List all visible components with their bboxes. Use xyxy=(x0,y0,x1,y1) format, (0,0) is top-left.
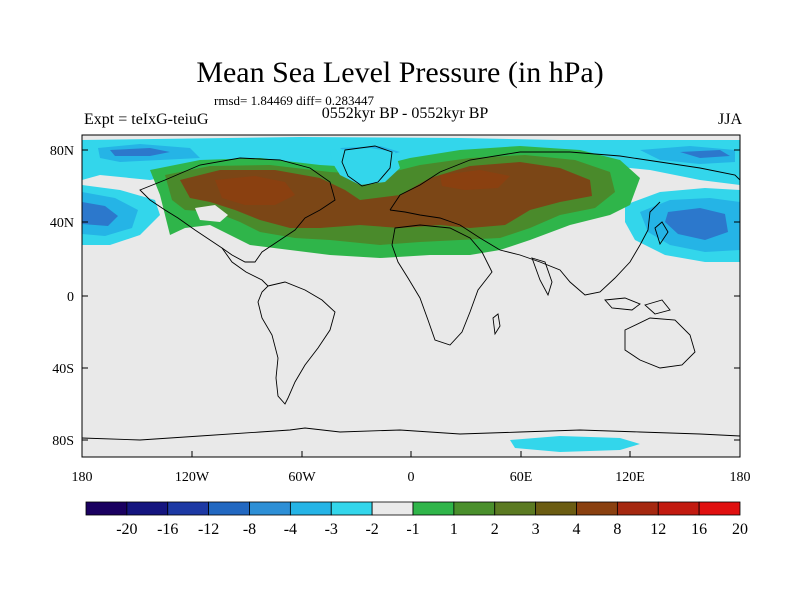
y-tick-marks xyxy=(82,149,740,441)
stats-label: rmsd= 1.84469 diff= 0.283447 xyxy=(214,93,374,108)
colorbar-swatch xyxy=(494,501,537,516)
colorbar-swatch xyxy=(576,501,618,516)
colorbar-labels: -20 -16 -12 -8 -4 -3 -2 -1 1 2 3 4 8 12 16 20 xyxy=(116,521,748,538)
colorbar-label: 1 xyxy=(450,521,458,538)
colorbar-swatch xyxy=(535,501,577,516)
page-title: Mean Sea Level Pressure (in hPa) xyxy=(196,56,604,89)
colorbar-swatch xyxy=(453,501,496,516)
season-label: JJA xyxy=(717,111,742,128)
colorbar-label: -4 xyxy=(284,521,297,538)
colorbar-label: 12 xyxy=(650,521,666,538)
colorbar-label: 8 xyxy=(613,521,621,538)
colorbar-swatch xyxy=(126,501,169,516)
y-tick-label: 80S xyxy=(52,434,74,449)
period-label: 0552kyr BP - 0552kyr BP xyxy=(321,105,489,122)
colorbar-label: -12 xyxy=(198,521,219,538)
colorbar-label: -1 xyxy=(406,521,419,538)
x-tick-label: 120W xyxy=(175,470,210,485)
y-tick-label: 40S xyxy=(52,362,74,377)
nh-positive-peak xyxy=(215,170,510,205)
colorbar-label: -16 xyxy=(157,521,178,538)
x-tick-label: 120E xyxy=(615,470,645,485)
atlantic-neutral-gap xyxy=(195,205,228,222)
x-tick-marks xyxy=(81,451,741,457)
colorbar-swatch xyxy=(698,501,741,516)
colorbar-label: 3 xyxy=(532,521,540,538)
colorbar-swatch xyxy=(167,501,210,516)
x-tick-label: 180 xyxy=(730,470,751,485)
y-tick-label: 0 xyxy=(67,290,74,305)
map-plot-area xyxy=(82,135,740,457)
east-asia-negative-strong xyxy=(665,208,728,240)
colorbar-label: -20 xyxy=(116,521,137,538)
y-tick-label: 40N xyxy=(50,216,74,231)
experiment-label: Expt = teIxG-teiuG xyxy=(84,111,209,128)
colorbar-swatch xyxy=(208,501,250,516)
coastlines xyxy=(82,145,740,441)
colorbar-label: -3 xyxy=(325,521,338,538)
arctic-negative-mid xyxy=(98,144,735,164)
colorbar-label: -8 xyxy=(243,521,256,538)
antarctic-negative xyxy=(510,436,640,452)
y-tick-label: 80N xyxy=(50,144,74,159)
colorbar-label: 16 xyxy=(691,521,707,538)
colorbar-swatch xyxy=(616,501,659,516)
colorbar-swatch xyxy=(249,501,291,516)
x-tick-label: 0 xyxy=(408,470,415,485)
colorbar-swatch xyxy=(371,501,414,516)
x-tick-label: 60W xyxy=(288,470,316,485)
y-tick-labels: 80N 40N 0 40S 80S xyxy=(50,144,74,449)
nw-pacific-negative-strong xyxy=(82,202,118,226)
colorbar-label: 4 xyxy=(573,521,581,538)
colorbar-label: 2 xyxy=(491,521,499,538)
colorbar xyxy=(85,501,741,516)
colorbar-label: 20 xyxy=(732,521,748,538)
colorbar-swatch xyxy=(289,501,332,516)
colorbar-swatch xyxy=(85,501,128,516)
x-tick-label: 60E xyxy=(510,470,533,485)
x-tick-label: 180 xyxy=(72,470,93,485)
colorbar-swatch xyxy=(412,501,455,516)
colorbar-swatch xyxy=(657,501,700,516)
x-tick-labels: 180 120W 60W 0 60E 120E 180 xyxy=(72,470,751,485)
colorbar-label: -2 xyxy=(365,521,378,538)
colorbar-swatch xyxy=(330,501,373,516)
